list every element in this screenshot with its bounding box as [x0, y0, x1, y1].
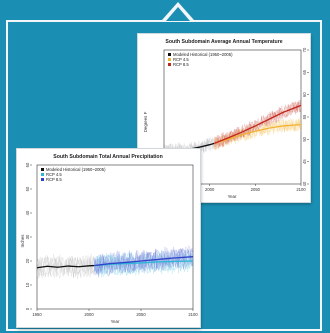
temperature-y-axis-label: Degrees F [143, 111, 148, 132]
precip-ensemble-line [94, 248, 194, 276]
precip-legend-label: Modeled Historical (1950~2005) [46, 167, 106, 172]
precip-ensemble-line [36, 255, 95, 280]
temp-legend-swatch [168, 53, 171, 56]
temp-y-tick-label: 65 [302, 69, 307, 74]
temp-ensemble-line [163, 138, 215, 156]
precip-ensemble-line [36, 253, 95, 279]
precip-series-layer [36, 245, 194, 280]
precipitation-x-axis-label: Year [111, 319, 120, 324]
precipitation-chart: South Subdomain Total Annual Precipitati… [20, 154, 198, 324]
precip-x-tick-label: 2100 [188, 312, 198, 317]
precip-x-tick-label: 2000 [84, 312, 94, 317]
temp-legend-label: Modeled Historical (1950~2005) [173, 52, 233, 57]
temp-series-layer [163, 99, 302, 158]
temp-ensemble-line [214, 118, 302, 150]
precip-ensemble-line [36, 254, 95, 278]
temp-legend-swatch [168, 63, 171, 66]
temp-y-tick-label: 60 [302, 92, 307, 97]
temperature-x-axis-label: Year [228, 194, 237, 199]
temp-series-line-2 [213, 104, 302, 144]
temp-ensemble-line [214, 101, 302, 148]
precip-ensemble-line [36, 256, 95, 279]
precip-legend-swatch [41, 178, 44, 181]
precipitation-legend: Modeled Historical (1950~2005)RCP 4.5RCP… [41, 167, 106, 182]
temp-ensemble-line [214, 101, 302, 147]
temp-legend-swatch [168, 58, 171, 61]
temperature-chart-title: South Subdomain Average Annual Temperatu… [165, 39, 282, 45]
temp-y-tick-label: 70 [302, 47, 307, 52]
precip-y-tick-label: 60 [25, 162, 30, 167]
temp-plot-area [163, 49, 302, 185]
precip-series-line-0 [36, 264, 95, 269]
precipitation-chart-title: South Subdomain Total Annual Precipitati… [53, 154, 163, 160]
temp-legend-label: RCP 8.5 [173, 62, 189, 67]
temp-y-tick-label: 40 [302, 181, 307, 186]
precip-legend-label: RCP 8.5 [46, 177, 62, 182]
precip-series-line-2 [94, 256, 194, 267]
precip-y-tick-label: 40 [25, 210, 30, 215]
temp-y-tick-label: 45 [302, 159, 307, 164]
precip-x-tick-label: 2050 [136, 312, 146, 317]
frame-notch-inner [166, 7, 190, 21]
temp-legend-label: RCP 4.5 [173, 57, 189, 62]
precip-plot-area [36, 164, 194, 310]
precip-y-tick-label: 50 [25, 186, 30, 191]
precip-legend-label: RCP 4.5 [46, 172, 62, 177]
temp-x-tick-label: 2000 [205, 187, 215, 192]
precip-series-line-1 [94, 260, 194, 267]
temperature-chart: South Subdomain Average Annual Temperatu… [143, 39, 309, 199]
temp-y-tick-label: 55 [302, 114, 307, 119]
temp-y-tick-label: 50 [302, 136, 307, 141]
temp-x-tick-label: 2050 [251, 187, 261, 192]
precip-x-tick-label: 1950 [32, 312, 42, 317]
precip-legend-swatch [41, 168, 44, 171]
precip-y-tick-label: 10 [25, 282, 30, 287]
temperature-legend: Modeled Historical (1950~2005)RCP 4.5RCP… [168, 52, 233, 67]
temp-x-tick-label: 2100 [296, 187, 306, 192]
precip-y-tick-label: 0 [25, 307, 30, 310]
precip-legend-swatch [41, 173, 44, 176]
precip-y-tick-label: 20 [25, 258, 30, 263]
precipitation-chart-card: South Subdomain Total Annual Precipitati… [17, 149, 200, 327]
precipitation-y-axis-label: Inches [20, 234, 25, 248]
precip-y-tick-label: 30 [25, 234, 30, 239]
temp-series-line-1 [214, 123, 302, 144]
